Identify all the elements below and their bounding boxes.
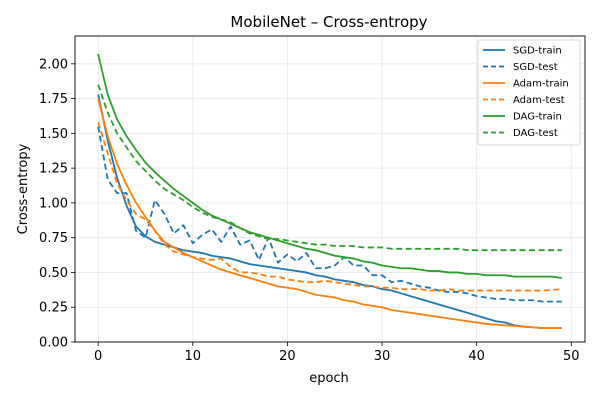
x-tick-label: 10 — [185, 349, 202, 364]
y-tick-label: 0.75 — [39, 231, 68, 246]
series-line-adam-test — [97, 121, 562, 292]
series-line-sgd-test — [97, 126, 562, 303]
x-tick-label: 40 — [468, 349, 485, 364]
series-line-adam-train — [97, 98, 562, 329]
y-tick-label: 0.50 — [39, 266, 68, 281]
grid-layer — [75, 36, 585, 343]
x-axis-label: epoch — [309, 371, 349, 386]
y-tick-label: 1.25 — [39, 162, 68, 177]
y-tick-label: 0.00 — [39, 336, 68, 351]
legend: SGD-train SGD-test Adam-train Adam-test DAG-… — [477, 39, 581, 146]
y-tick-label: 1.50 — [39, 127, 68, 142]
x-ticks: 0 10 20 30 40 50 — [94, 342, 580, 364]
series-layer — [97, 53, 562, 329]
legend-label: SGD-test — [513, 62, 558, 73]
legend-label: Adam-train — [513, 79, 569, 90]
legend-label: SGD-train — [513, 46, 562, 57]
y-tick-label: 1.75 — [39, 92, 68, 107]
series-line-dag-train — [97, 53, 562, 279]
chart-title: MobileNet – Cross-entropy — [230, 13, 427, 31]
plot-frame — [74, 35, 586, 343]
y-ticks: 0.00 0.25 0.50 0.75 1.00 1.25 1.50 1.75 2.00 — [39, 57, 75, 351]
y-tick-label: 2.00 — [39, 57, 68, 72]
x-tick-label: 20 — [279, 349, 296, 364]
x-tick-label: 30 — [374, 349, 391, 364]
y-tick-label: 1.00 — [39, 196, 68, 211]
series-line-dag-test — [97, 84, 562, 252]
legend-label: Adam-test — [513, 95, 565, 106]
x-tick-label: 0 — [94, 349, 102, 364]
legend-label: DAG-test — [513, 128, 558, 139]
legend-label: DAG-train — [513, 112, 562, 123]
x-tick-label: 50 — [563, 349, 580, 364]
y-axis-label: Cross-entropy — [16, 143, 31, 234]
y-tick-label: 0.25 — [39, 301, 68, 316]
